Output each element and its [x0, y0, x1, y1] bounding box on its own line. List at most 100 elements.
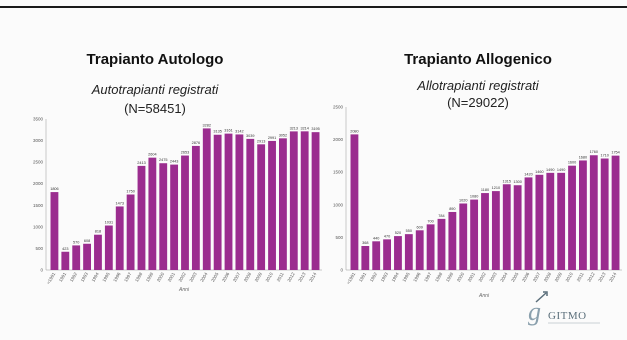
bar-data-label: 1600 [568, 161, 576, 165]
bar [350, 134, 359, 270]
x-tick-label: 2010 [265, 271, 275, 283]
bar-data-label: 1750 [126, 190, 134, 194]
x-tick-label: 1993 [80, 271, 90, 283]
bar [311, 132, 320, 270]
bar [159, 163, 168, 270]
bar [94, 234, 102, 270]
x-tick-label: 2011 [276, 271, 285, 282]
x-tick-label: <1991 [346, 271, 357, 285]
bar [557, 172, 566, 270]
bar-data-label: 1806 [50, 187, 58, 191]
gitmo-arrow-icon [535, 292, 547, 303]
bar-data-label: 368 [362, 241, 368, 245]
bar [148, 157, 157, 270]
bar-data-label: 1031 [105, 221, 113, 225]
bar-data-label: 440 [373, 236, 379, 240]
x-tick-label: <1991 [46, 271, 57, 285]
bar [372, 241, 381, 270]
x-tick-label: 2008 [243, 271, 253, 283]
x-tick-label: 2006 [221, 271, 231, 283]
bar [448, 211, 457, 270]
bar-data-label: 1420 [524, 172, 532, 176]
x-tick-label: 2003 [188, 271, 198, 283]
bar [289, 131, 298, 270]
bar [394, 236, 402, 270]
bar [415, 230, 424, 270]
x-tick-label: 2002 [478, 271, 488, 283]
x-tick-label: 1997 [123, 271, 133, 283]
bar-data-label: 2475 [159, 158, 167, 162]
bar-data-label: 3213 [290, 126, 298, 130]
bar-data-label: 890 [449, 207, 455, 211]
bar-data-label: 2876 [192, 141, 200, 145]
x-tick-label: 1994 [391, 271, 401, 283]
bar-data-label: 1680 [579, 155, 587, 159]
bar-data-label: 2080 [350, 129, 358, 133]
bar-data-label: 818 [95, 230, 101, 234]
chart-subtitle-autologo: Autotrapianti registrati [91, 82, 220, 97]
bar-data-label: 3135 [213, 130, 221, 134]
bar [579, 160, 587, 270]
x-tick-label: 1998 [134, 271, 144, 283]
y-tick-label: 2500 [33, 160, 44, 165]
bar [502, 184, 511, 270]
x-tick-label: 2010 [565, 271, 575, 283]
bar [257, 144, 266, 270]
chart-allogenico: 0 500 1000 1500 2000 2500 2080 <1991 368 1991 440 1… [333, 105, 622, 299]
x-tick-label: 1995 [401, 271, 411, 283]
bar [181, 155, 189, 270]
bar [137, 165, 146, 270]
bar [191, 145, 200, 270]
bar-data-label: 1490 [546, 168, 554, 172]
bar [268, 140, 276, 270]
y-tick-label: 1000 [333, 202, 344, 207]
bar-data-label: 1760 [590, 150, 598, 154]
chart-title-allogenico: Trapianto Allogenico [404, 51, 552, 68]
x-tick-label: 2011 [576, 271, 585, 282]
bar [104, 225, 113, 270]
bar-data-label: 784 [438, 214, 444, 218]
chart-n-autologo: (N=58451) [124, 101, 186, 116]
x-tick-label: 1992 [369, 271, 379, 283]
top-rule [0, 6, 627, 8]
gitmo-logo-text: GITMO [548, 310, 587, 322]
y-tick-label: 1000 [33, 224, 44, 229]
x-tick-label: 1996 [412, 271, 422, 283]
bar-data-label: 1080 [470, 195, 478, 199]
bar-data-label: 1020 [459, 198, 467, 202]
bar-data-label: 423 [62, 247, 68, 251]
x-tick-label: 1998 [434, 271, 444, 283]
x-tick-label: 1999 [145, 271, 155, 283]
bar [224, 133, 233, 270]
bar-data-label: 3052 [279, 133, 287, 137]
bar-data-label: 470 [384, 234, 390, 238]
bar [437, 218, 446, 270]
y-tick-label: 2000 [33, 181, 44, 186]
x-axis-label: Anni [478, 293, 490, 299]
bar-data-label: 2913 [257, 139, 265, 143]
bar [481, 193, 489, 270]
x-tick-label: 2000 [456, 271, 466, 283]
x-tick-label: 2014 [308, 271, 318, 283]
x-axis-label: Anni [178, 287, 190, 293]
bar-data-label: 2413 [137, 161, 145, 165]
x-tick-label: 1997 [423, 271, 433, 283]
bar-data-label: 520 [395, 231, 401, 235]
bar [361, 246, 370, 270]
bar-data-label: 1490 [557, 168, 565, 172]
bar [126, 194, 135, 270]
bar [115, 206, 124, 270]
x-tick-label: 2012 [586, 271, 596, 283]
y-tick-label: 3500 [33, 117, 44, 122]
bar [426, 224, 435, 270]
bar [50, 192, 59, 270]
bar-data-label: 570 [73, 240, 79, 244]
bar-data-label: 3039 [246, 134, 254, 138]
chart-title-autologo: Trapianto Autologo [87, 51, 224, 68]
bar [404, 234, 413, 270]
x-tick-label: 2004 [199, 271, 209, 283]
x-tick-label: 1994 [91, 271, 101, 283]
bar-data-label: 3214 [300, 126, 308, 130]
x-tick-label: 2004 [499, 271, 509, 283]
